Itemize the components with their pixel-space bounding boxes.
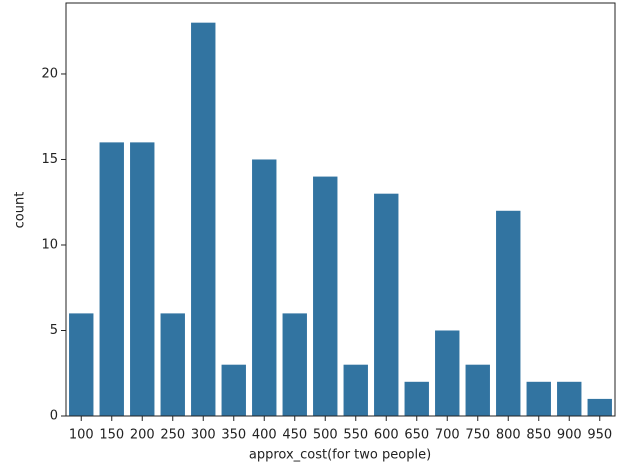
bar xyxy=(252,159,277,416)
bar xyxy=(160,313,185,416)
x-tick-label: 700 xyxy=(435,428,460,443)
x-tick-label: 250 xyxy=(160,428,185,443)
plot-frame xyxy=(65,2,616,417)
x-tick-label: 950 xyxy=(587,428,612,443)
bar xyxy=(526,381,551,416)
x-tick-label: 800 xyxy=(496,428,521,443)
bar xyxy=(435,330,460,416)
x-tick-label: 650 xyxy=(404,428,429,443)
bar xyxy=(99,142,124,416)
bar xyxy=(130,142,155,416)
bar xyxy=(191,22,216,417)
x-tick-label: 400 xyxy=(252,428,277,443)
y-tick-label: 0 xyxy=(50,409,58,424)
x-tick-label: 900 xyxy=(557,428,582,443)
bar xyxy=(465,364,490,416)
y-tick-label: 10 xyxy=(41,237,58,252)
y-tick-label: 5 xyxy=(50,323,58,338)
x-tick-label: 450 xyxy=(282,428,307,443)
x-tick-label: 100 xyxy=(69,428,94,443)
bar xyxy=(374,193,399,416)
bar xyxy=(557,381,582,416)
y-tick-label: 15 xyxy=(41,152,58,167)
bar xyxy=(69,313,94,416)
x-tick-label: 500 xyxy=(313,428,338,443)
bar xyxy=(313,176,338,416)
x-tick-label: 200 xyxy=(130,428,155,443)
bar xyxy=(496,210,521,416)
bar xyxy=(404,381,429,416)
x-axis-label: approx_cost(for two people) xyxy=(249,448,431,463)
y-axis-label: count xyxy=(13,192,28,229)
bar xyxy=(221,364,246,416)
bar xyxy=(282,313,307,416)
x-tick-label: 600 xyxy=(374,428,399,443)
x-tick-label: 350 xyxy=(221,428,246,443)
x-tick-label: 150 xyxy=(99,428,124,443)
x-tick-label: 300 xyxy=(191,428,216,443)
bar xyxy=(587,398,612,416)
x-tick-label: 550 xyxy=(343,428,368,443)
bar xyxy=(343,364,368,416)
y-tick-label: 20 xyxy=(41,66,58,81)
x-tick-label: 850 xyxy=(526,428,551,443)
x-tick-label: 750 xyxy=(465,428,490,443)
